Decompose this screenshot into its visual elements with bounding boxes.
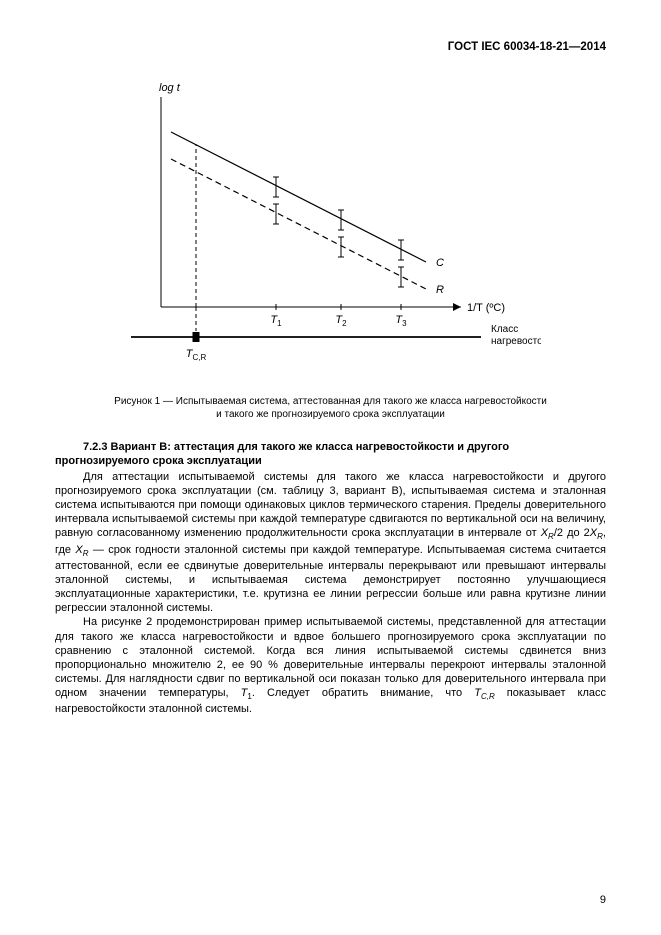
svg-text:T1: T1 — [270, 314, 282, 328]
body-text: Для аттестации испытываемой системы для … — [55, 470, 606, 716]
svg-text:нагревостойкости: нагревостойкости — [491, 336, 541, 347]
document-page: ГОСТ IEC 60034-18-21—2014 log t 1/T (ºC) C… — [0, 0, 661, 935]
svg-text:R: R — [436, 284, 444, 296]
svg-text:C: C — [436, 257, 444, 269]
paragraph-1: Для аттестации испытываемой системы для … — [55, 470, 606, 615]
svg-text:TC,R: TC,R — [185, 348, 206, 362]
svg-text:1/T (ºC): 1/T (ºC) — [467, 302, 505, 314]
caption-line-2: и такого же прогнозируемого срока эксплу… — [216, 409, 445, 420]
caption-line-1: Рисунок 1 — Испытываемая система, аттест… — [114, 396, 547, 407]
document-header: ГОСТ IEC 60034-18-21—2014 — [55, 40, 606, 55]
svg-text:T3: T3 — [395, 314, 407, 328]
svg-text:log t: log t — [159, 82, 181, 94]
svg-text:Класс: Класс — [491, 324, 518, 335]
figure-1-chart: log t 1/T (ºC) C R T1 T2 T3 TC,R Класснагревосто… — [121, 77, 541, 381]
page-number: 9 — [600, 893, 606, 907]
section-title: 7.2.3 Вариант B: аттестация для такого ж… — [55, 440, 606, 468]
svg-text:T2: T2 — [335, 314, 347, 328]
figure-caption: Рисунок 1 — Испытываемая система, аттест… — [55, 395, 606, 422]
paragraph-2: На рисунке 2 продемонстрирован пример ис… — [55, 615, 606, 716]
